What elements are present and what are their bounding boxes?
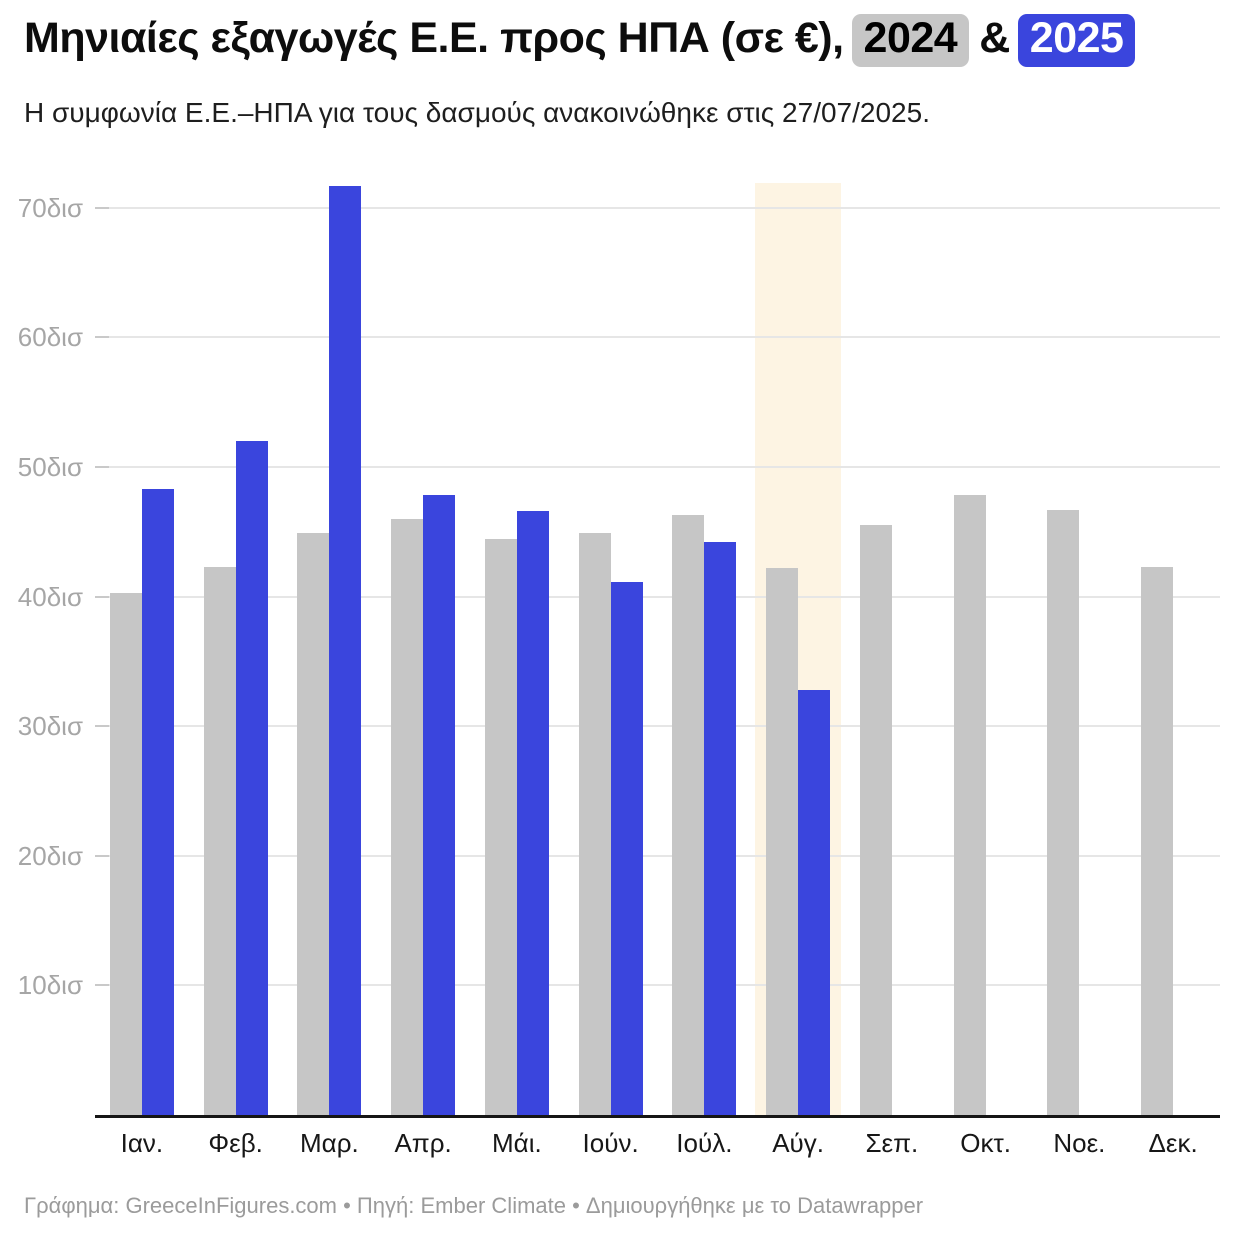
page-title: Μηνιαίες εξαγωγές Ε.Ε. προς ΗΠΑ (σε €), 2… (24, 14, 1136, 68)
y-axis-labels: 10δισ 20δισ 30δισ 40δισ 50δισ 60δισ 70δισ (0, 183, 83, 1115)
y-axis-label-60: 60δισ (17, 322, 83, 353)
plot-area (95, 183, 1220, 1118)
footer-credit: Γράφημα: GreeceInFigures.com • Πηγή: Emb… (24, 1193, 924, 1218)
y-tick-mark-10 (95, 984, 109, 987)
y-tick-mark-40 (95, 595, 109, 598)
x-axis-label-m9: Σεπ. (865, 1128, 919, 1158)
y-tick-mark-30 (95, 725, 109, 728)
y-tick-mark-70 (95, 206, 109, 209)
y-tick-mark-20 (95, 854, 109, 857)
y-axis-label-30: 30δισ (17, 711, 83, 742)
y-axis-label-10: 10δισ (17, 970, 83, 1001)
bar-2024-m10 (953, 495, 986, 1115)
x-axis-label-m7: Ιούλ. (676, 1128, 733, 1158)
x-axis-label-m10: Οκτ. (960, 1128, 1011, 1158)
bar-2024-m7 (672, 514, 705, 1115)
gridline-50 (95, 465, 1220, 468)
bar-2024-m3 (297, 533, 330, 1115)
bar-2024-m1 (109, 592, 142, 1115)
x-axis-label-m12: Δεκ. (1148, 1128, 1198, 1158)
bar-2025-m2 (235, 440, 268, 1115)
y-axis-label-40: 40δισ (17, 581, 83, 612)
x-axis-label-m6: Ιούν. (582, 1128, 639, 1158)
bar-2025-m4 (423, 495, 456, 1115)
x-axis-label-m1: Ιαν. (120, 1128, 164, 1158)
bar-2025-m8 (798, 689, 831, 1115)
bar-2025-m3 (329, 185, 362, 1115)
y-axis-label-20: 20δισ (17, 840, 83, 871)
bar-2024-m11 (1047, 509, 1080, 1115)
bar-2025-m1 (141, 488, 174, 1115)
title-ampersand: & (979, 14, 1010, 62)
bar-2025-m5 (516, 510, 549, 1115)
y-axis-label-50: 50δισ (17, 451, 83, 482)
bar-2024-m2 (203, 566, 236, 1115)
x-axis-label-m4: Απρ. (394, 1128, 452, 1158)
x-axis-label-m11: Νοε. (1053, 1128, 1106, 1158)
gridline-20 (95, 854, 1220, 857)
x-axis-label-m5: Μάι. (492, 1128, 542, 1158)
x-axis-label-m2: Φεβ. (208, 1128, 263, 1158)
gridline-30 (95, 725, 1220, 728)
gridline-70 (95, 206, 1220, 209)
legend-badge-2025: 2025 (1017, 14, 1136, 68)
legend-badge-2024: 2024 (851, 14, 970, 68)
bar-2024-m4 (391, 518, 424, 1115)
x-axis-label-m8: Αύγ. (772, 1128, 825, 1158)
bar-2025-m7 (704, 542, 737, 1115)
y-axis-label-70: 70δισ (17, 192, 83, 223)
gridline-40 (95, 595, 1220, 598)
bar-2024-m9 (859, 525, 892, 1115)
bar-2024-m8 (766, 568, 799, 1115)
bar-2024-m5 (484, 539, 517, 1115)
y-tick-mark-60 (95, 336, 109, 339)
y-tick-mark-50 (95, 465, 109, 468)
x-axis-label-m3: Μαρ. (300, 1128, 359, 1158)
page-title-text: Μηνιαίες εξαγωγές Ε.Ε. προς ΗΠΑ (σε €), (24, 14, 844, 62)
x-axis-labels: Ιαν. Φεβ. Μαρ. Απρ. Μάι. Ιούν. Ιούλ. Αύγ. Σεπ. Οκ… (95, 1128, 1220, 1162)
bar-2024-m12 (1141, 566, 1174, 1115)
chart-subtitle: Η συμφωνία Ε.Ε.–ΗΠΑ για τους δασμούς ανα… (24, 97, 930, 128)
gridline-60 (95, 336, 1220, 339)
bar-2025-m6 (610, 582, 643, 1115)
bar-2024-m6 (578, 533, 611, 1115)
gridline-10 (95, 984, 1220, 987)
